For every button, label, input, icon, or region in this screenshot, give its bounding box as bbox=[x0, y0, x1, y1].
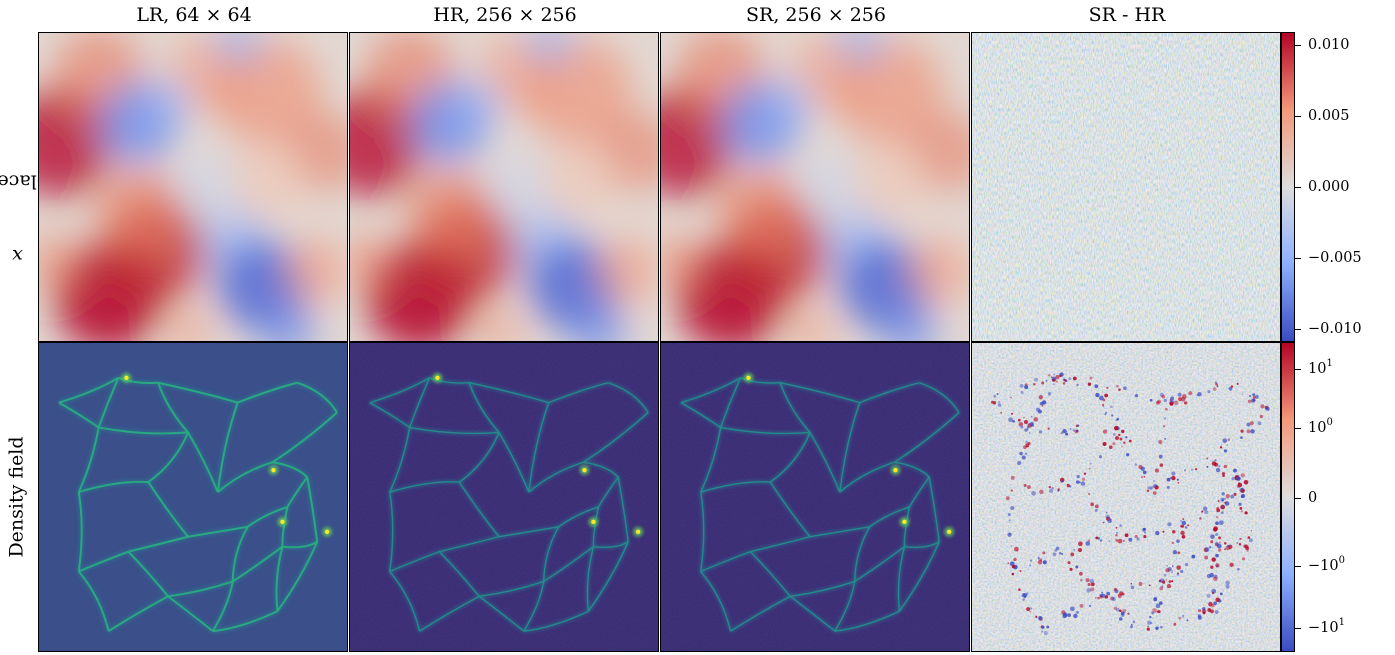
panel-sr-density bbox=[660, 342, 970, 652]
density-map bbox=[661, 343, 969, 651]
panel-hr-displacement bbox=[349, 32, 659, 342]
row-label-displacement: x-Displacement bbox=[0, 32, 86, 342]
row-label-variable: x bbox=[11, 245, 23, 268]
colorbar-tick: −0.005 bbox=[1295, 248, 1362, 268]
panel-residual-displacement bbox=[971, 32, 1281, 342]
colorbar-tick: −10 1 bbox=[1295, 617, 1345, 638]
density-map bbox=[350, 343, 658, 651]
residual-density-map bbox=[972, 343, 1280, 651]
row-label-density: Density field bbox=[0, 342, 34, 652]
colorbar-tick: −10 0 bbox=[1295, 555, 1345, 576]
colorbar-tick: 0 bbox=[1295, 488, 1317, 508]
displacement-map bbox=[350, 33, 658, 341]
density-map bbox=[39, 343, 347, 651]
displacement-map bbox=[39, 33, 347, 341]
colorbar-tick: 10 1 bbox=[1295, 358, 1333, 379]
colorbar-tick: 0.010 bbox=[1295, 35, 1350, 55]
panel-lr-density bbox=[38, 342, 348, 652]
residual-displacement-map bbox=[972, 33, 1280, 341]
column-title-residual: SR - HR bbox=[1088, 4, 1166, 26]
colorbar-tick: 10 0 bbox=[1295, 417, 1333, 438]
colorbar-tick: 0.005 bbox=[1295, 106, 1350, 126]
column-title-sr: SR, 256 × 256 bbox=[746, 4, 886, 26]
colorbar-density-residual bbox=[1281, 342, 1295, 652]
displacement-map bbox=[661, 33, 969, 341]
panel-sr-displacement bbox=[660, 32, 970, 342]
row-label-text: Density field bbox=[6, 436, 29, 558]
column-title-hr: HR, 256 × 256 bbox=[433, 4, 577, 26]
colorbar-displacement bbox=[1281, 32, 1295, 342]
colorbar-tick: −0.010 bbox=[1295, 319, 1362, 339]
panel-lr-displacement bbox=[38, 32, 348, 342]
panel-hr-density bbox=[349, 342, 659, 652]
colorbar-tick: 0.000 bbox=[1295, 177, 1350, 197]
column-title-lr: LR, 64 × 64 bbox=[136, 4, 252, 26]
panel-residual-density bbox=[971, 342, 1281, 652]
